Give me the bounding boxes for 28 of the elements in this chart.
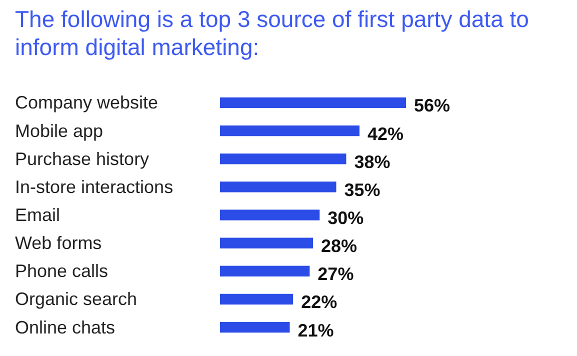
bar — [220, 294, 294, 305]
y-tick-label: Online chats — [15, 317, 116, 338]
bar — [220, 266, 310, 276]
bar — [220, 182, 336, 192]
data-label: 27% — [318, 264, 354, 284]
bar — [220, 97, 406, 108]
bar — [220, 154, 346, 164]
data-label: 38% — [354, 152, 390, 172]
bar — [220, 322, 290, 333]
y-tick-label: Web forms — [15, 233, 102, 254]
y-tick-label: Organic search — [15, 289, 138, 310]
y-tick-label: Email — [15, 205, 60, 225]
data-label: 42% — [368, 124, 404, 144]
bar — [220, 125, 360, 136]
data-label: 35% — [344, 180, 380, 200]
data-label: 22% — [301, 292, 338, 312]
data-label: 28% — [321, 236, 358, 256]
data-label: 56% — [414, 96, 450, 116]
y-tick-label: In-store interactions — [15, 176, 174, 197]
y-tick-label: Purchase history — [15, 148, 150, 169]
data-label: 21% — [298, 320, 334, 340]
y-tick-label: Mobile app — [15, 120, 104, 141]
bar — [220, 238, 313, 248]
chart-title: The following is a top 3 source of first party data to inform digital marketing: — [15, 6, 529, 60]
data-label: 30% — [328, 208, 364, 228]
y-tick-label: Company website — [15, 92, 158, 113]
bar — [220, 210, 320, 220]
y-tick-label: Phone calls — [15, 261, 108, 282]
